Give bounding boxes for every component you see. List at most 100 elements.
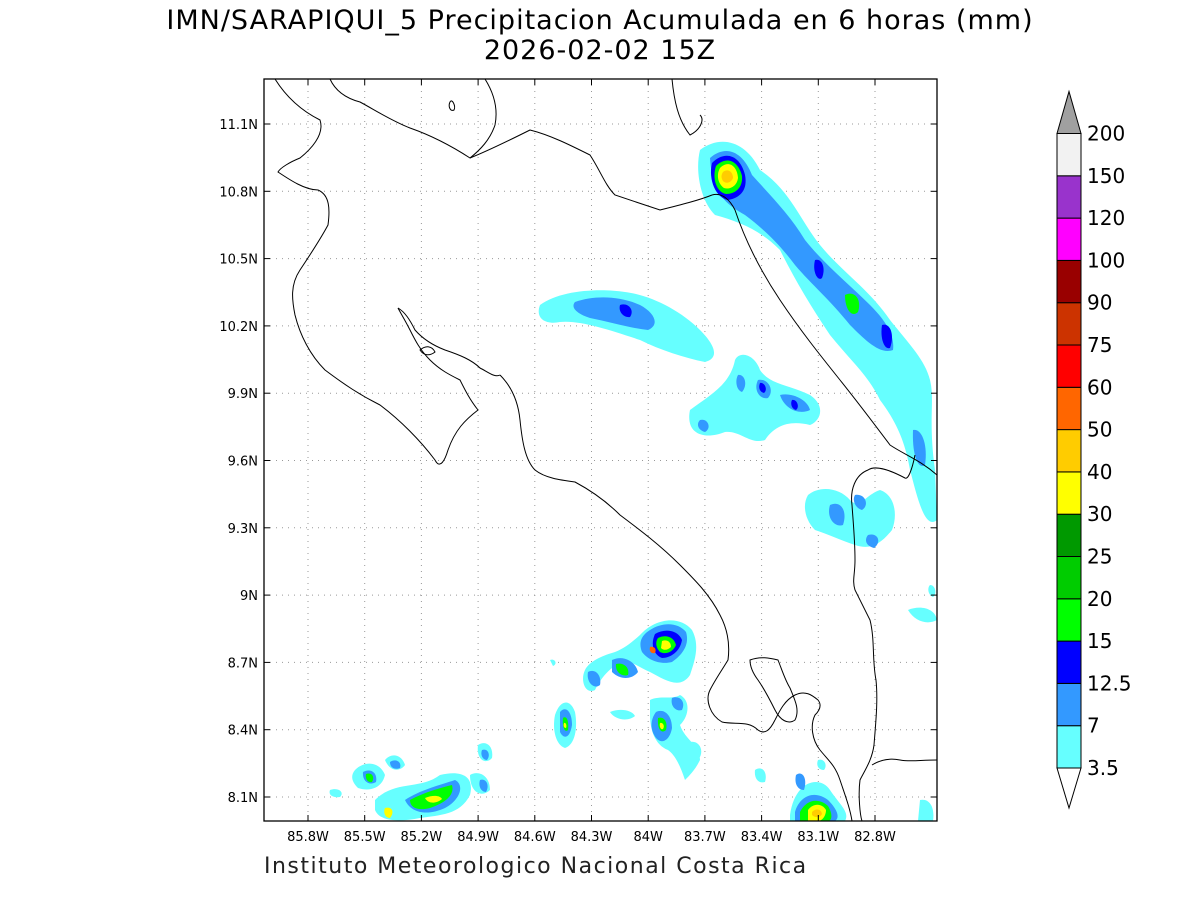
precip-area-12.5-c: [881, 324, 893, 349]
y-tick-label: 9.9N: [228, 387, 258, 402]
peninsula-nicoya: [397, 307, 501, 377]
panama-border: [851, 454, 916, 821]
precip-area-7-i: [651, 697, 684, 742]
colorbar-bottom-arrow: [1056, 767, 1082, 810]
lake-small: [448, 100, 455, 111]
y-tick-label: 11.1N: [219, 118, 258, 133]
colorbar-segment: [1056, 344, 1082, 388]
x-tick-label: 84.6W: [514, 830, 556, 845]
precip-area-3.5-f: [804, 488, 895, 547]
colorbar-label: 50: [1087, 418, 1112, 442]
colorbar-label: 100: [1087, 248, 1125, 272]
colorbar-label: 20: [1087, 587, 1112, 611]
y-tick-label: 9.3N: [228, 522, 258, 537]
north-coast: [329, 79, 497, 159]
y-tick-label: 8.1N: [228, 791, 258, 806]
y-tick-label: 9N: [240, 589, 258, 604]
colorbar-segment: [1056, 302, 1082, 346]
precip-area-30-j: [563, 722, 567, 728]
gulf-island: [419, 346, 436, 356]
colorbar-label: 30: [1087, 502, 1112, 526]
precip-area-7-l: [362, 749, 489, 813]
map-subtitle: 2026-02-02 15Z: [483, 35, 717, 66]
colorbar-label: 120: [1087, 206, 1125, 230]
colorbar-label: 3.5: [1087, 756, 1119, 780]
colorbar-segment: [1056, 259, 1082, 304]
y-axis: 11.1N 10.8N 10.5N 10.2N 9.9N 9.6N 9.3N 9N 8.7N 8.…: [219, 118, 937, 806]
precip-area-7-f: [829, 494, 879, 548]
colorbar-segment: [1056, 725, 1082, 769]
precip-area-15-h: [615, 636, 676, 676]
x-tick-label: 82.8W: [854, 830, 896, 845]
y-tick-label: 10.8N: [219, 185, 258, 200]
burica: [871, 758, 937, 766]
y-tick-label: 8.7N: [228, 656, 258, 671]
colorbar-segment: [1056, 598, 1082, 642]
colorbar-segment: [1056, 556, 1082, 600]
precip-area-7-d: [573, 297, 655, 330]
plot-area: [264, 79, 937, 821]
precip-area-12.5-e: [759, 382, 798, 410]
colorbar-segment: [1056, 386, 1082, 431]
x-tick-label: 83.7W: [684, 830, 726, 845]
colorbar-label: 75: [1087, 333, 1112, 357]
x-tick-label: 85.5W: [344, 830, 386, 845]
y-tick-label: 8.4N: [228, 724, 258, 739]
east-coast: [671, 79, 937, 476]
precip-area-30-i: [659, 722, 664, 730]
osa-peninsula: [774, 692, 853, 821]
x-tick-label: 84W: [633, 830, 663, 845]
y-tick-label: 9.6N: [228, 455, 258, 470]
y-tick-label: 10.5N: [219, 253, 258, 268]
precip-area-3.5-k: [329, 743, 493, 798]
colorbar-segment: [1056, 429, 1082, 473]
precipitation-field: [329, 141, 937, 821]
colorbar-label: 150: [1087, 164, 1125, 188]
colorbar-segment: [1056, 133, 1082, 177]
map-title: IMN/SARAPIQUI_5 Precipitacion Acumulada …: [166, 5, 1034, 36]
colorbar-label: 200: [1087, 122, 1125, 146]
colorbar-legend: 3.5 7 12.5 15 20 25 30 40 50 60 75 90 100 120 150 200: [1056, 89, 1132, 810]
precip-area-30-h: [661, 640, 671, 650]
y-tick-label: 10.2N: [219, 320, 258, 335]
x-tick-label: 84.9W: [457, 830, 499, 845]
precip-area-12.5-b: [814, 259, 824, 279]
precip-area-50: [721, 170, 733, 183]
san-juan-river: [469, 129, 713, 211]
precip-area-15-b: [845, 293, 860, 315]
precip-area-7-e: [697, 374, 810, 432]
colorbar-top-arrow: [1056, 89, 1082, 134]
precip-area-50-m: [812, 809, 822, 818]
colorbar-label: 7: [1087, 714, 1100, 738]
x-tick-label: 85.2W: [400, 830, 442, 845]
colorbar-label: 90: [1087, 291, 1112, 315]
precip-area-30-l: [384, 795, 442, 818]
footer-credit: Instituto Meteorologico Nacional Costa R…: [264, 854, 808, 879]
golfo-dulce: [749, 657, 798, 723]
precip-area-7-c: [912, 429, 926, 466]
colorbar-label: 25: [1087, 545, 1112, 569]
plot-frame: [263, 78, 938, 822]
colorbar-label: 40: [1087, 460, 1112, 484]
x-tick-label: 84.3W: [571, 830, 613, 845]
x-tick-label: 83.1W: [797, 830, 839, 845]
colorbar-segment: [1056, 175, 1082, 219]
precip-area-3.5-g: [908, 585, 937, 623]
precip-area-50-h: [649, 646, 656, 654]
colorbar-segment: [1056, 217, 1082, 261]
nicaragua-border: [274, 79, 479, 465]
pacific-coast: [499, 374, 776, 733]
colorbar-segment: [1056, 640, 1082, 684]
colorbar-label: 60: [1087, 375, 1112, 399]
x-tick-label: 85.8W: [287, 830, 329, 845]
x-axis: 85.8W 85.5W 85.2W 84.9W 84.6W 84.3W 84W 83.7W 83…: [287, 79, 896, 845]
colorbar-label: 12.5: [1087, 671, 1132, 695]
x-tick-label: 83.4W: [741, 830, 783, 845]
colorbar-segment: [1056, 682, 1082, 727]
precip-area-12.5-d: [619, 304, 632, 318]
coastlines-and-borders: [274, 79, 937, 821]
colorbar-label: 15: [1087, 629, 1112, 653]
colorbar-segment: [1056, 513, 1082, 558]
colorbar-segment: [1056, 471, 1082, 515]
